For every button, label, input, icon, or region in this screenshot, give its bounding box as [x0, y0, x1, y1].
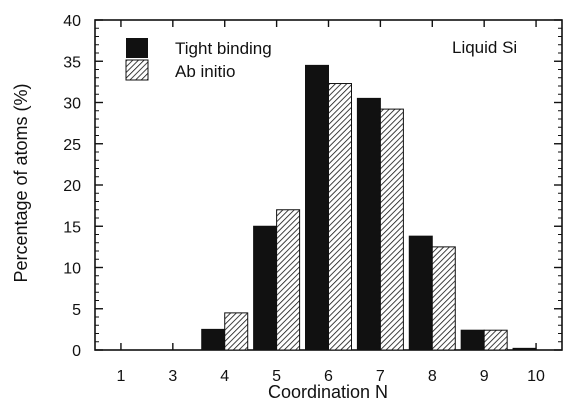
y-tick-label: 35 — [63, 54, 81, 71]
x-tick-label: 6 — [324, 368, 333, 385]
x-tick-label: 1 — [116, 368, 125, 385]
bar-ab-initio-8 — [431, 246, 456, 351]
bar-tight-binding-8 — [408, 235, 433, 351]
y-tick-label: 15 — [63, 219, 81, 236]
y-tick-label: 0 — [72, 343, 81, 360]
bar-ab-initio-4 — [224, 312, 249, 351]
y-tick-label: 25 — [63, 137, 81, 154]
bar-ab-initio-6 — [328, 83, 352, 351]
x-tick-label: 10 — [527, 368, 545, 385]
bar-tight-binding-9 — [460, 329, 485, 351]
chart-annotation: Liquid Si — [452, 38, 517, 57]
x-tick-label: 9 — [480, 368, 489, 385]
labels: Liquid Si Coordination N Percentage of a… — [11, 38, 517, 402]
y-tick-label: 5 — [72, 302, 81, 319]
legend: Tight binding Ab initio — [125, 38, 272, 81]
x-axis-title: Coordination N — [268, 382, 388, 402]
legend-label-ab-initio: Ab initio — [175, 62, 235, 81]
x-tick-label: 8 — [428, 368, 437, 385]
x-tick-label: 4 — [220, 368, 229, 385]
bar-ab-initio-9 — [483, 329, 508, 351]
bar-tight-binding-4 — [201, 328, 226, 351]
y-tick-label: 30 — [63, 96, 81, 113]
bars — [201, 64, 537, 351]
legend-swatch-tight-binding — [126, 38, 148, 58]
bar-tight-binding-6 — [305, 64, 329, 351]
bar-tight-binding-7 — [356, 97, 381, 351]
y-tick-label: 40 — [63, 13, 81, 30]
legend-label-tight-binding: Tight binding — [175, 39, 272, 58]
bar-ab-initio-7 — [379, 108, 404, 351]
bar-tight-binding-5 — [253, 225, 278, 351]
y-axis-title: Percentage of atoms (%) — [11, 83, 31, 282]
bar-tight-binding-10 — [512, 347, 537, 351]
legend-swatch-ab-initio — [125, 59, 149, 81]
bar-ab-initio-5 — [276, 209, 301, 351]
x-tick-label: 3 — [168, 368, 177, 385]
y-tick-label: 10 — [63, 261, 81, 278]
x-tick-label: 7 — [376, 368, 385, 385]
y-tick-label: 20 — [63, 178, 81, 195]
x-tick-label: 5 — [272, 368, 281, 385]
